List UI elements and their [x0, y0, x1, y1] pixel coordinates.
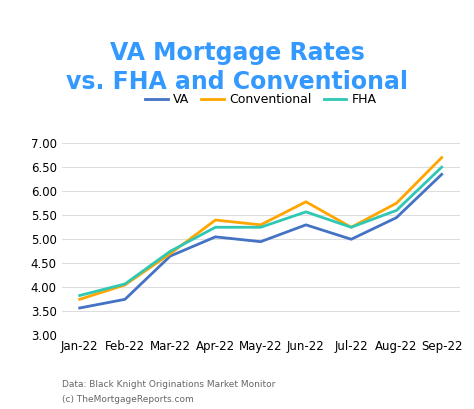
- FHA: [122, 281, 128, 286]
- Conventional: [122, 283, 128, 288]
- Conventional: [213, 218, 219, 222]
- FHA: [213, 225, 219, 230]
- Conventional: [303, 199, 309, 204]
- Conventional: [167, 251, 173, 256]
- FHA: [303, 209, 309, 214]
- FHA: [439, 165, 445, 170]
- Conventional: [439, 155, 445, 160]
- Conventional: [348, 225, 354, 230]
- FHA: [258, 225, 264, 230]
- Line: VA: VA: [80, 174, 442, 308]
- FHA: [393, 208, 399, 213]
- FHA: [348, 225, 354, 230]
- VA: [393, 215, 399, 220]
- VA: [439, 172, 445, 177]
- Text: Data: Black Knight Originations Market Monitor: Data: Black Knight Originations Market M…: [62, 380, 275, 389]
- Conventional: [77, 297, 82, 302]
- Conventional: [258, 222, 264, 227]
- VA: [213, 234, 219, 239]
- Conventional: [393, 201, 399, 206]
- Line: Conventional: Conventional: [80, 157, 442, 299]
- VA: [122, 297, 128, 302]
- Text: (c) TheMortgageReports.com: (c) TheMortgageReports.com: [62, 395, 193, 404]
- VA: [303, 222, 309, 227]
- FHA: [167, 249, 173, 254]
- VA: [348, 237, 354, 242]
- Text: VA Mortgage Rates
vs. FHA and Conventional: VA Mortgage Rates vs. FHA and Convention…: [66, 41, 408, 94]
- VA: [258, 239, 264, 244]
- VA: [167, 254, 173, 258]
- Line: FHA: FHA: [80, 167, 442, 295]
- FHA: [77, 293, 82, 298]
- VA: [77, 306, 82, 310]
- Legend: VA, Conventional, FHA: VA, Conventional, FHA: [140, 88, 381, 111]
